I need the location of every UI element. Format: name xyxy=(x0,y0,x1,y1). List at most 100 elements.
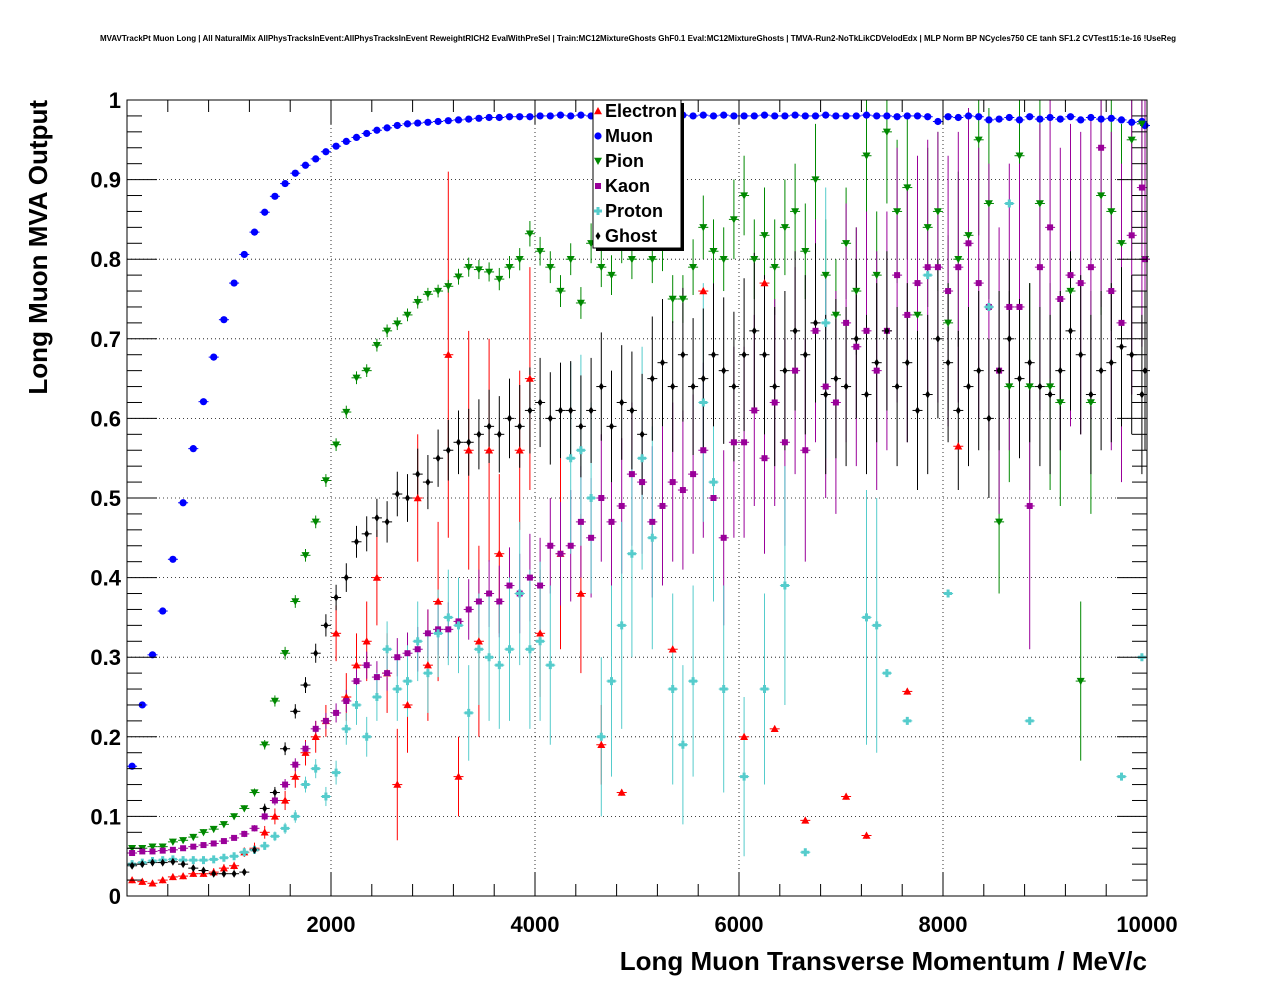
electron-point xyxy=(372,573,381,581)
electron-point xyxy=(352,661,361,669)
muon-point xyxy=(893,113,901,121)
electron-point xyxy=(413,494,422,502)
ghost-point xyxy=(731,382,737,391)
pion-point xyxy=(954,256,963,264)
kaon-point xyxy=(271,797,278,804)
electron-point xyxy=(495,549,504,557)
proton-point xyxy=(882,669,891,678)
ghost-point xyxy=(364,529,370,538)
ghost-point xyxy=(313,649,319,658)
kaon-point xyxy=(761,455,768,462)
pion-point xyxy=(434,287,443,296)
proton-point xyxy=(1005,199,1014,208)
muon-point xyxy=(352,133,361,142)
pion-point xyxy=(1035,200,1044,208)
tick-layer: 0 0.1 0.2 0.3 0.4 0.5 0.6 0.7 0.8 0.9 1 2000 4000 600… xyxy=(90,88,1177,937)
muon-point xyxy=(383,124,391,132)
ghost-point xyxy=(139,860,145,869)
pion-point xyxy=(403,311,412,319)
electron-point xyxy=(260,828,269,836)
pion-point xyxy=(709,248,718,256)
x-tick-label: 8000 xyxy=(919,912,968,937)
ghost-point xyxy=(578,422,584,431)
kaon-point xyxy=(945,288,952,295)
legend-label-kaon: Kaon xyxy=(605,176,650,196)
kaon-point xyxy=(139,848,146,855)
kaon-point xyxy=(190,843,197,850)
ghost-point xyxy=(660,358,665,367)
proton-point xyxy=(923,271,932,280)
proton-point xyxy=(566,454,575,463)
muon-point xyxy=(577,111,585,119)
kaon-point xyxy=(1087,264,1094,271)
proton-point xyxy=(352,700,361,709)
kaon-point xyxy=(363,662,370,669)
proton-point xyxy=(219,853,228,862)
ghost-point xyxy=(405,494,410,502)
y-tick-label: 0.4 xyxy=(90,566,121,591)
ghost-point xyxy=(843,382,849,391)
kaon-point xyxy=(1067,272,1074,279)
muon-point xyxy=(536,112,544,120)
muon-point xyxy=(230,279,238,287)
proton-point xyxy=(872,621,881,630)
pion-point xyxy=(393,320,402,328)
pion-point xyxy=(505,263,514,272)
ghost-point xyxy=(629,406,635,415)
muon-point xyxy=(985,116,993,124)
electron-point xyxy=(179,872,188,880)
pion-point xyxy=(740,192,749,200)
muon-point xyxy=(250,228,259,236)
muon-point xyxy=(159,607,167,615)
proton-point xyxy=(678,740,687,749)
pion-point xyxy=(474,266,483,274)
kaon-point xyxy=(424,630,431,637)
proton-point xyxy=(627,549,636,558)
ghost-point xyxy=(1006,334,1012,343)
kaon-point xyxy=(832,399,839,406)
electron-point xyxy=(474,637,483,645)
y-tick-label: 0.7 xyxy=(90,327,121,352)
kaon-point xyxy=(1016,303,1023,310)
x-tick-label: 2000 xyxy=(307,912,356,937)
muon-point xyxy=(454,116,463,124)
electron-point xyxy=(668,645,677,653)
ghost-point xyxy=(354,537,359,546)
proton-point xyxy=(209,855,218,864)
muon-point xyxy=(199,398,208,406)
x-tick-label: 6000 xyxy=(715,912,764,937)
proton-point xyxy=(740,772,749,781)
pion-point xyxy=(1025,383,1034,391)
kaon-point xyxy=(822,383,829,390)
pion-point xyxy=(383,327,392,335)
muon-point xyxy=(444,117,452,125)
kaon-point xyxy=(322,717,329,724)
legend-label-pion: Pion xyxy=(605,151,644,171)
proton-point xyxy=(454,621,463,630)
proton-point xyxy=(403,677,412,686)
muon-point xyxy=(567,112,575,120)
ghost-point xyxy=(517,422,523,431)
pion-point xyxy=(1015,152,1024,160)
ghost-point xyxy=(170,857,176,866)
ghost-point xyxy=(1119,342,1124,351)
electron-point xyxy=(699,287,708,295)
ghost-point xyxy=(619,398,625,407)
proton-point xyxy=(464,708,473,717)
kaon-point xyxy=(261,813,268,820)
proton-point xyxy=(434,629,443,638)
proton-point xyxy=(1025,716,1034,725)
electron-point xyxy=(148,879,157,887)
pion-point xyxy=(729,216,738,224)
kaon-point xyxy=(180,845,187,852)
ghost-point xyxy=(445,446,451,455)
proton-point xyxy=(230,852,239,861)
muon-point xyxy=(1077,116,1085,124)
pion-point xyxy=(699,224,708,232)
electron-point xyxy=(464,446,473,454)
pion-point xyxy=(1076,677,1085,686)
kaon-point xyxy=(149,848,156,855)
muon-point xyxy=(138,701,146,709)
kaon-point xyxy=(608,518,615,525)
electron-point xyxy=(230,861,239,869)
